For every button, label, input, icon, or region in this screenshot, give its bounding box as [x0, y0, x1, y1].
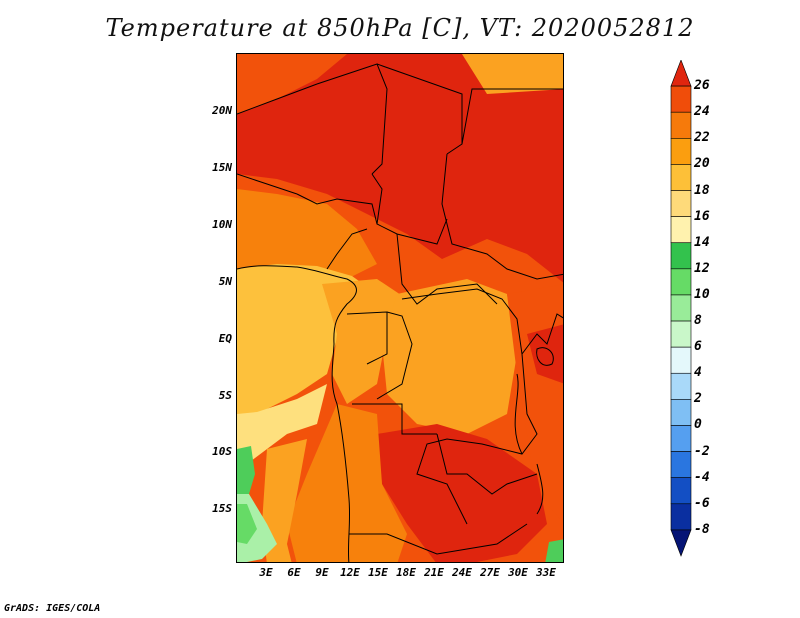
colorbar-label: 24: [694, 104, 710, 120]
colorbar-label: -8: [694, 521, 710, 537]
border-namibia: [349, 523, 528, 555]
colorbar-swatch: [670, 477, 692, 505]
lake-victoria: [536, 347, 554, 366]
colorbar-swatch: [670, 320, 692, 348]
colorbar-label: -2: [694, 443, 710, 459]
lon-label-27e: 27E: [480, 566, 500, 579]
colorbar-swatch: [670, 242, 692, 270]
colorbar-label: 14: [694, 234, 710, 250]
colorbar-swatch: [670, 529, 692, 557]
mild-zone-west: [237, 189, 377, 279]
lon-label-6e: 6E: [287, 566, 301, 579]
colorbar-swatch: [670, 294, 692, 322]
green-zone-1: [237, 446, 255, 499]
lon-label-12e: 12E: [340, 566, 360, 579]
temperature-field: [237, 54, 563, 562]
colorbar-swatch: [670, 503, 692, 531]
colorbar-label: 16: [694, 208, 710, 224]
colorbar-swatch: [670, 60, 692, 87]
colorbar-label: -6: [694, 495, 710, 511]
hot-zone-south: [377, 424, 547, 562]
hot-zone-north: [237, 54, 563, 283]
lon-label-33e: 33E: [536, 566, 556, 579]
lat-label-10n: 10N: [212, 218, 232, 231]
lon-label-21e: 21E: [424, 566, 444, 579]
colorbar-swatch: [670, 399, 692, 426]
lat-label-5s: 5S: [218, 389, 232, 402]
warm-zone-northwest: [237, 54, 347, 114]
border-gabon: [346, 311, 388, 365]
colorbar-swatch: [670, 138, 692, 165]
grads-credit: GrADS: IGES/COLA: [4, 603, 101, 614]
coastline-west: [237, 265, 357, 562]
border-mauritania: [237, 83, 318, 115]
colorbar-swatch: [670, 190, 692, 217]
temperature-map: [236, 53, 564, 563]
border-egypt-sudan: [461, 88, 563, 145]
border-mali-niger: [237, 173, 298, 195]
colorbar-swatch: [670, 85, 692, 113]
colorbar-label: 0: [694, 417, 702, 433]
lon-label-24e: 24E: [452, 566, 472, 579]
map-title: Temperature at 850hPa [C], VT: 202005281…: [105, 14, 695, 42]
colorbar-swatch: [670, 425, 692, 452]
colorbar-label: 18: [694, 182, 710, 198]
mild-zone-northeast: [462, 54, 563, 94]
colorbar-label: -4: [694, 469, 710, 485]
colorbar-swatch: [670, 268, 692, 296]
cool-zone-angola: [262, 439, 307, 562]
colorbar-swatch: [670, 372, 692, 400]
green-zone-2: [237, 504, 257, 544]
border-drc: [401, 288, 538, 525]
lon-label-30e: 30E: [508, 566, 528, 579]
lake-malawi: [536, 463, 544, 515]
colorbar-label: 26: [694, 78, 710, 94]
border-sudan: [441, 153, 563, 280]
border-cameroon: [326, 228, 368, 270]
lon-label-9e: 9E: [315, 566, 329, 579]
border-congo: [376, 311, 413, 400]
mild-zone-congo: [382, 279, 517, 434]
lat-label-eq: EQ: [218, 332, 232, 345]
lon-label-3e: 3E: [259, 566, 273, 579]
colorbar-label: 12: [694, 260, 710, 276]
borders: [237, 63, 563, 562]
lat-label-20n: 20N: [212, 104, 232, 117]
colorbar-label: 4: [694, 365, 702, 381]
border-nigeria-north: [296, 193, 378, 225]
colorbar-label: 8: [694, 313, 702, 329]
colorbar-swatch: [670, 346, 692, 374]
pale-zone-coast: [237, 384, 327, 474]
green-zone-southeast: [545, 539, 563, 562]
lat-label-10s: 10S: [212, 445, 232, 458]
border-libya: [376, 63, 463, 155]
mild-zone-southwest: [287, 404, 407, 562]
colorbar-label: 2: [694, 391, 702, 407]
border-algeria-niger: [316, 63, 388, 175]
hot-spot-east: [527, 324, 563, 384]
border-uganda-kenya: [521, 313, 563, 355]
lake-tanganyika: [514, 373, 523, 455]
colorbar-label: 6: [694, 339, 702, 355]
colorbar-label: 20: [694, 156, 710, 172]
colorbar-swatch: [670, 216, 692, 244]
lat-label-15n: 15N: [212, 161, 232, 174]
lat-label-15s: 15S: [212, 502, 232, 515]
border-car: [396, 233, 498, 305]
cool-zone-central: [322, 279, 407, 404]
colorbar: [670, 60, 692, 557]
border-chad: [371, 173, 448, 245]
colorbar-label: 10: [694, 286, 710, 302]
lon-label-18e: 18E: [396, 566, 416, 579]
colorbar-swatch: [670, 111, 692, 139]
lon-label-15e: 15E: [368, 566, 388, 579]
border-zambia: [436, 433, 538, 495]
colorbar-label: 22: [694, 130, 710, 146]
colorbar-swatch: [670, 451, 692, 478]
lat-label-5n: 5N: [218, 275, 232, 288]
colorbar-swatch: [670, 164, 692, 191]
border-angola-north: [352, 403, 437, 435]
